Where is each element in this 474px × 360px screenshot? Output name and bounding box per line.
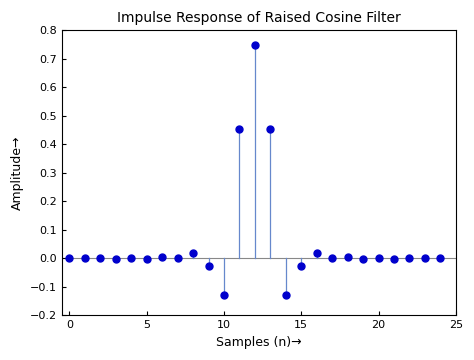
Point [112, 256, 119, 262]
Point [158, 254, 166, 260]
Y-axis label: Amplitude→: Amplitude→ [11, 136, 24, 210]
Point [81, 256, 89, 261]
Point [128, 256, 135, 261]
Point [328, 255, 336, 261]
Point [390, 256, 398, 262]
Point [143, 257, 150, 262]
Title: Impulse Response of Raised Cosine Filter: Impulse Response of Raised Cosine Filter [117, 11, 401, 25]
Point [375, 256, 383, 261]
Point [205, 263, 212, 269]
Point [298, 263, 305, 269]
X-axis label: Samples (n)→: Samples (n)→ [216, 336, 301, 349]
Point [266, 126, 274, 132]
Point [344, 254, 351, 260]
Point [437, 256, 444, 261]
Point [359, 257, 367, 262]
Point [174, 255, 182, 261]
Point [236, 126, 243, 132]
Point [97, 255, 104, 261]
Point [189, 251, 197, 256]
Point [313, 251, 320, 256]
Point [421, 256, 428, 261]
Point [406, 255, 413, 261]
Point [251, 42, 259, 48]
Point [65, 256, 73, 261]
Point [282, 292, 290, 298]
Point [220, 292, 228, 298]
